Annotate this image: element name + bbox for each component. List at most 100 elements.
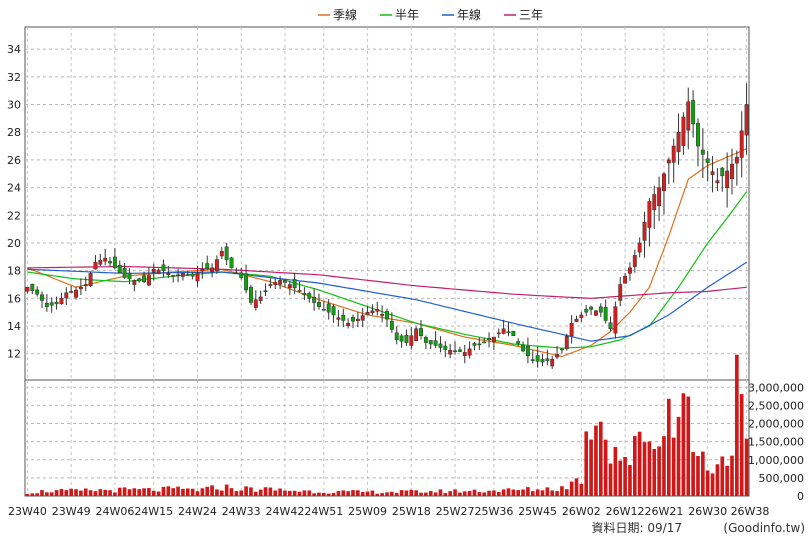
price-tick-label: 30 — [7, 99, 21, 112]
volume-bar — [390, 491, 394, 496]
candle-body — [559, 348, 564, 351]
candle-body — [545, 358, 550, 361]
price-tick-label: 32 — [7, 71, 21, 84]
volume-bar — [506, 488, 511, 496]
volume-bar — [671, 437, 676, 496]
candle-body — [564, 336, 569, 349]
x-tick-label: 23W49 — [52, 505, 91, 518]
volume-bar — [25, 494, 30, 496]
candle-body — [521, 344, 526, 352]
candlesticks — [25, 83, 749, 369]
legend-label-2: 半年 — [395, 8, 419, 22]
volume-bar — [404, 490, 409, 496]
candle-body — [593, 310, 598, 316]
x-tick-label: 25W18 — [392, 505, 431, 518]
candle-body — [185, 274, 190, 276]
volume-bar — [550, 490, 555, 496]
candle-body — [98, 260, 103, 265]
candle-body — [666, 159, 671, 164]
candle-body — [589, 306, 594, 310]
volume-bar — [370, 490, 375, 496]
candle-body — [336, 317, 341, 320]
volume-bar — [637, 431, 642, 496]
volume-bar — [49, 492, 54, 496]
volume-bar — [477, 492, 482, 496]
x-tick-label: 24W15 — [134, 505, 173, 518]
volume-bar — [336, 491, 341, 496]
volume-bar — [589, 439, 593, 496]
data-date-label: 資料日期: 09/17 — [592, 521, 682, 535]
x-axis-labels: 23W40 23W49 24W06 24W15 24W24 24W33 24W42 24W51… — [8, 505, 769, 518]
volume-bar — [258, 489, 263, 496]
volume-bar — [569, 481, 574, 496]
candle-body — [725, 170, 730, 188]
volume-bar — [735, 354, 739, 496]
x-tick-label: 24W42 — [266, 505, 305, 518]
candle-body — [122, 267, 127, 278]
volume-bar — [322, 492, 326, 496]
volume-bar — [360, 492, 365, 496]
volume-tick-label: 500,000 — [759, 472, 805, 485]
x-tick-label: 24W06 — [95, 505, 134, 518]
candle-body — [258, 296, 263, 301]
volume-bar — [482, 492, 487, 496]
candle-body — [346, 322, 351, 326]
candle-body — [535, 355, 540, 362]
legend-label-1: 季線 — [333, 7, 357, 22]
price-tick-label: 34 — [7, 43, 21, 56]
volume-bar — [458, 492, 462, 496]
volume-bar — [696, 456, 700, 496]
x-tick-label: 24W33 — [222, 505, 261, 518]
candle-body — [59, 298, 64, 305]
candle-body — [691, 100, 696, 125]
candle-body — [30, 284, 35, 291]
x-tick-label: 26W21 — [645, 505, 684, 518]
candle-body — [642, 221, 647, 241]
volume-bar — [705, 470, 710, 496]
candle-body — [443, 345, 448, 350]
candle-body — [467, 348, 472, 356]
candle-body — [404, 335, 409, 343]
volume-bar — [394, 492, 399, 496]
volume-bar — [715, 464, 720, 496]
candle-body — [127, 272, 132, 280]
volume-bar — [297, 491, 302, 496]
candle-body — [156, 269, 161, 274]
volume-bar — [521, 489, 525, 496]
volume-bar — [151, 490, 156, 496]
volume-bar — [317, 492, 321, 496]
price-tick-label: 22 — [7, 209, 21, 222]
candle-body — [414, 328, 419, 342]
volume-bar — [487, 490, 491, 496]
volume-bar — [530, 491, 535, 496]
candle-body — [35, 289, 40, 295]
price-tick-label: 24 — [7, 182, 21, 195]
volume-bar — [574, 478, 579, 496]
candle-body — [710, 171, 715, 175]
volume-bar — [190, 488, 195, 496]
candle-body — [317, 302, 321, 307]
candle-body — [180, 273, 185, 277]
legend: 季線 半年 年線 三年 — [318, 7, 543, 22]
volume-bar — [351, 490, 355, 496]
candle-body — [530, 359, 535, 361]
volume-bar — [501, 489, 506, 496]
candle-body — [618, 284, 623, 301]
candle-body — [302, 293, 307, 296]
volume-tick-label: 1,500,000 — [748, 436, 804, 449]
price-tick-label: 16 — [7, 292, 21, 305]
candle-body — [472, 343, 477, 346]
candle-body — [287, 284, 292, 288]
candle-body — [385, 311, 389, 320]
candle-body — [681, 116, 686, 146]
volume-bar — [647, 441, 652, 496]
candle-body — [40, 294, 44, 301]
candle-body — [166, 273, 171, 275]
volume-bar — [560, 486, 564, 496]
volume-bar — [205, 486, 210, 496]
candle-body — [491, 336, 496, 342]
candle-body — [662, 173, 666, 192]
volume-bar — [730, 455, 734, 496]
volume-bar — [652, 448, 657, 496]
volume-bar — [200, 488, 205, 496]
